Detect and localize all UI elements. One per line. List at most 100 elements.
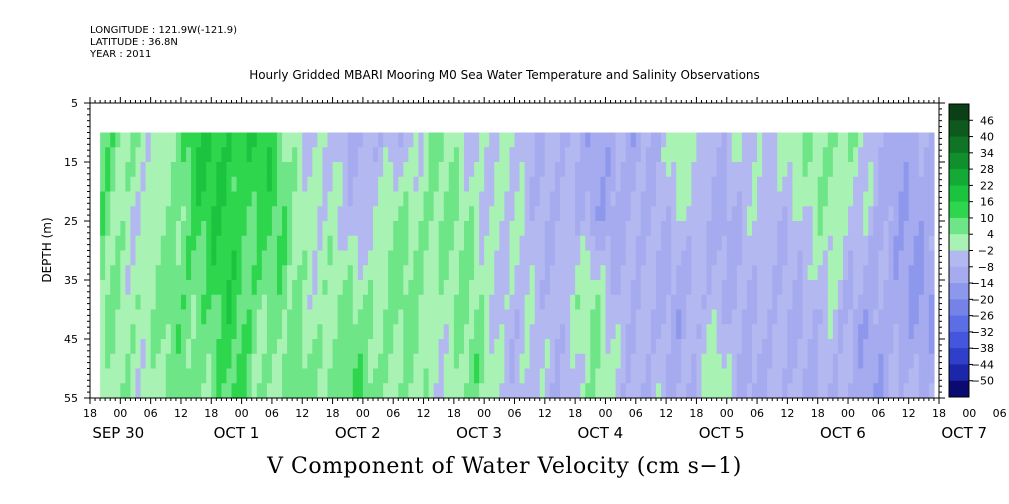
heatmap-cell <box>539 250 546 266</box>
x-tick-label: 06 <box>750 407 764 420</box>
heatmap-cell <box>448 191 455 207</box>
heatmap-cell <box>155 265 162 281</box>
heatmap-cell <box>448 353 455 370</box>
heatmap-cell <box>317 191 324 207</box>
heatmap-cell <box>469 162 475 178</box>
heatmap-cell <box>787 294 794 311</box>
heatmap-cell <box>373 250 379 266</box>
heatmap-cell <box>347 250 354 266</box>
heatmap-cell <box>731 206 738 222</box>
heatmap-cell <box>605 368 612 384</box>
heatmap-cell <box>388 147 394 163</box>
heatmap-cell <box>575 383 581 399</box>
heatmap-cell <box>125 176 132 193</box>
heatmap-cell <box>287 309 293 325</box>
heatmap-cell <box>570 132 576 148</box>
heatmap-cell <box>539 294 546 311</box>
heatmap-cell <box>211 383 217 399</box>
heatmap-cell <box>175 221 182 237</box>
heatmap-cell <box>559 206 566 222</box>
heatmap-cell <box>357 339 364 355</box>
heatmap-cell <box>837 324 844 340</box>
heatmap-cell <box>388 162 394 178</box>
heatmap-cell <box>873 339 879 355</box>
heatmap-cell <box>928 221 935 237</box>
heatmap-cell <box>635 309 642 325</box>
heatmap-cell <box>817 250 824 266</box>
heatmap-cell <box>812 206 819 222</box>
heatmap-cell <box>767 147 773 163</box>
heatmap-cell <box>741 265 748 281</box>
heatmap-cell <box>590 294 596 311</box>
heatmap-cell <box>448 206 455 222</box>
heatmap-cell <box>883 309 890 325</box>
heatmap-cell <box>706 353 713 370</box>
heatmap-cell <box>302 250 308 266</box>
heatmap-cell <box>650 294 657 311</box>
heatmap-cell <box>777 309 783 325</box>
heatmap-cell <box>787 280 794 296</box>
heatmap-cell <box>302 339 308 355</box>
heatmap-cell <box>145 162 152 178</box>
heatmap-cell <box>640 250 647 266</box>
heatmap-cell <box>837 309 844 325</box>
heatmap-cell <box>752 162 758 178</box>
colorbar-swatch <box>949 152 969 170</box>
heatmap-cell <box>388 339 394 355</box>
heatmap-cell <box>373 191 379 207</box>
heatmap-cell <box>630 280 637 296</box>
heatmap-cell <box>130 132 137 148</box>
heatmap-cell <box>155 294 162 311</box>
heatmap-cell <box>261 294 268 311</box>
heatmap-cell <box>226 132 233 148</box>
heatmap-cell <box>625 383 632 399</box>
heatmap-cell <box>191 368 197 384</box>
heatmap-cell <box>337 235 344 252</box>
heatmap-cell <box>504 250 511 266</box>
heatmap-cell <box>797 265 804 281</box>
heatmap-cell <box>504 368 511 384</box>
heatmap-cell <box>893 353 900 370</box>
heatmap-cell <box>276 383 283 399</box>
heatmap-cell <box>888 309 895 325</box>
heatmap-cell <box>757 162 763 178</box>
heatmap-cell <box>519 280 526 296</box>
heatmap-cell <box>367 383 374 399</box>
heatmap-cell <box>282 221 288 237</box>
heatmap-cell <box>544 265 551 281</box>
heatmap-cell <box>463 368 470 384</box>
heatmap-cell <box>721 280 728 296</box>
heatmap-cell <box>261 280 268 296</box>
heatmap-cell <box>731 265 738 281</box>
heatmap-cell <box>292 339 298 355</box>
heatmap-cell <box>792 339 799 355</box>
heatmap-cell <box>282 339 288 355</box>
heatmap-cell <box>630 191 637 207</box>
heatmap-cell <box>201 339 207 355</box>
heatmap-cell <box>499 265 505 281</box>
heatmap-cell <box>666 162 672 178</box>
heatmap-cell <box>463 265 470 281</box>
heatmap-cell <box>448 250 455 266</box>
heatmap-cell <box>180 309 187 325</box>
colorbar-swatch <box>949 299 969 317</box>
heatmap-cell <box>383 265 389 281</box>
heatmap-cell <box>408 280 415 296</box>
heatmap-cell <box>332 235 339 252</box>
heatmap-cell <box>362 132 369 148</box>
heatmap-cell <box>873 280 879 296</box>
heatmap-cell <box>150 294 157 311</box>
heatmap-cell <box>681 235 687 252</box>
heatmap-cell <box>913 162 920 178</box>
heatmap-cell <box>590 176 596 193</box>
heatmap-cell <box>276 191 283 207</box>
heatmap-cell <box>342 368 349 384</box>
heatmap-cell <box>837 162 844 178</box>
heatmap-cell <box>165 176 172 193</box>
heatmap-cell <box>812 132 819 148</box>
heatmap-cell <box>772 235 778 252</box>
heatmap-cell <box>276 324 283 340</box>
heatmap-cell <box>191 221 197 237</box>
heatmap-cell <box>246 309 253 325</box>
heatmap-cell <box>575 176 581 193</box>
